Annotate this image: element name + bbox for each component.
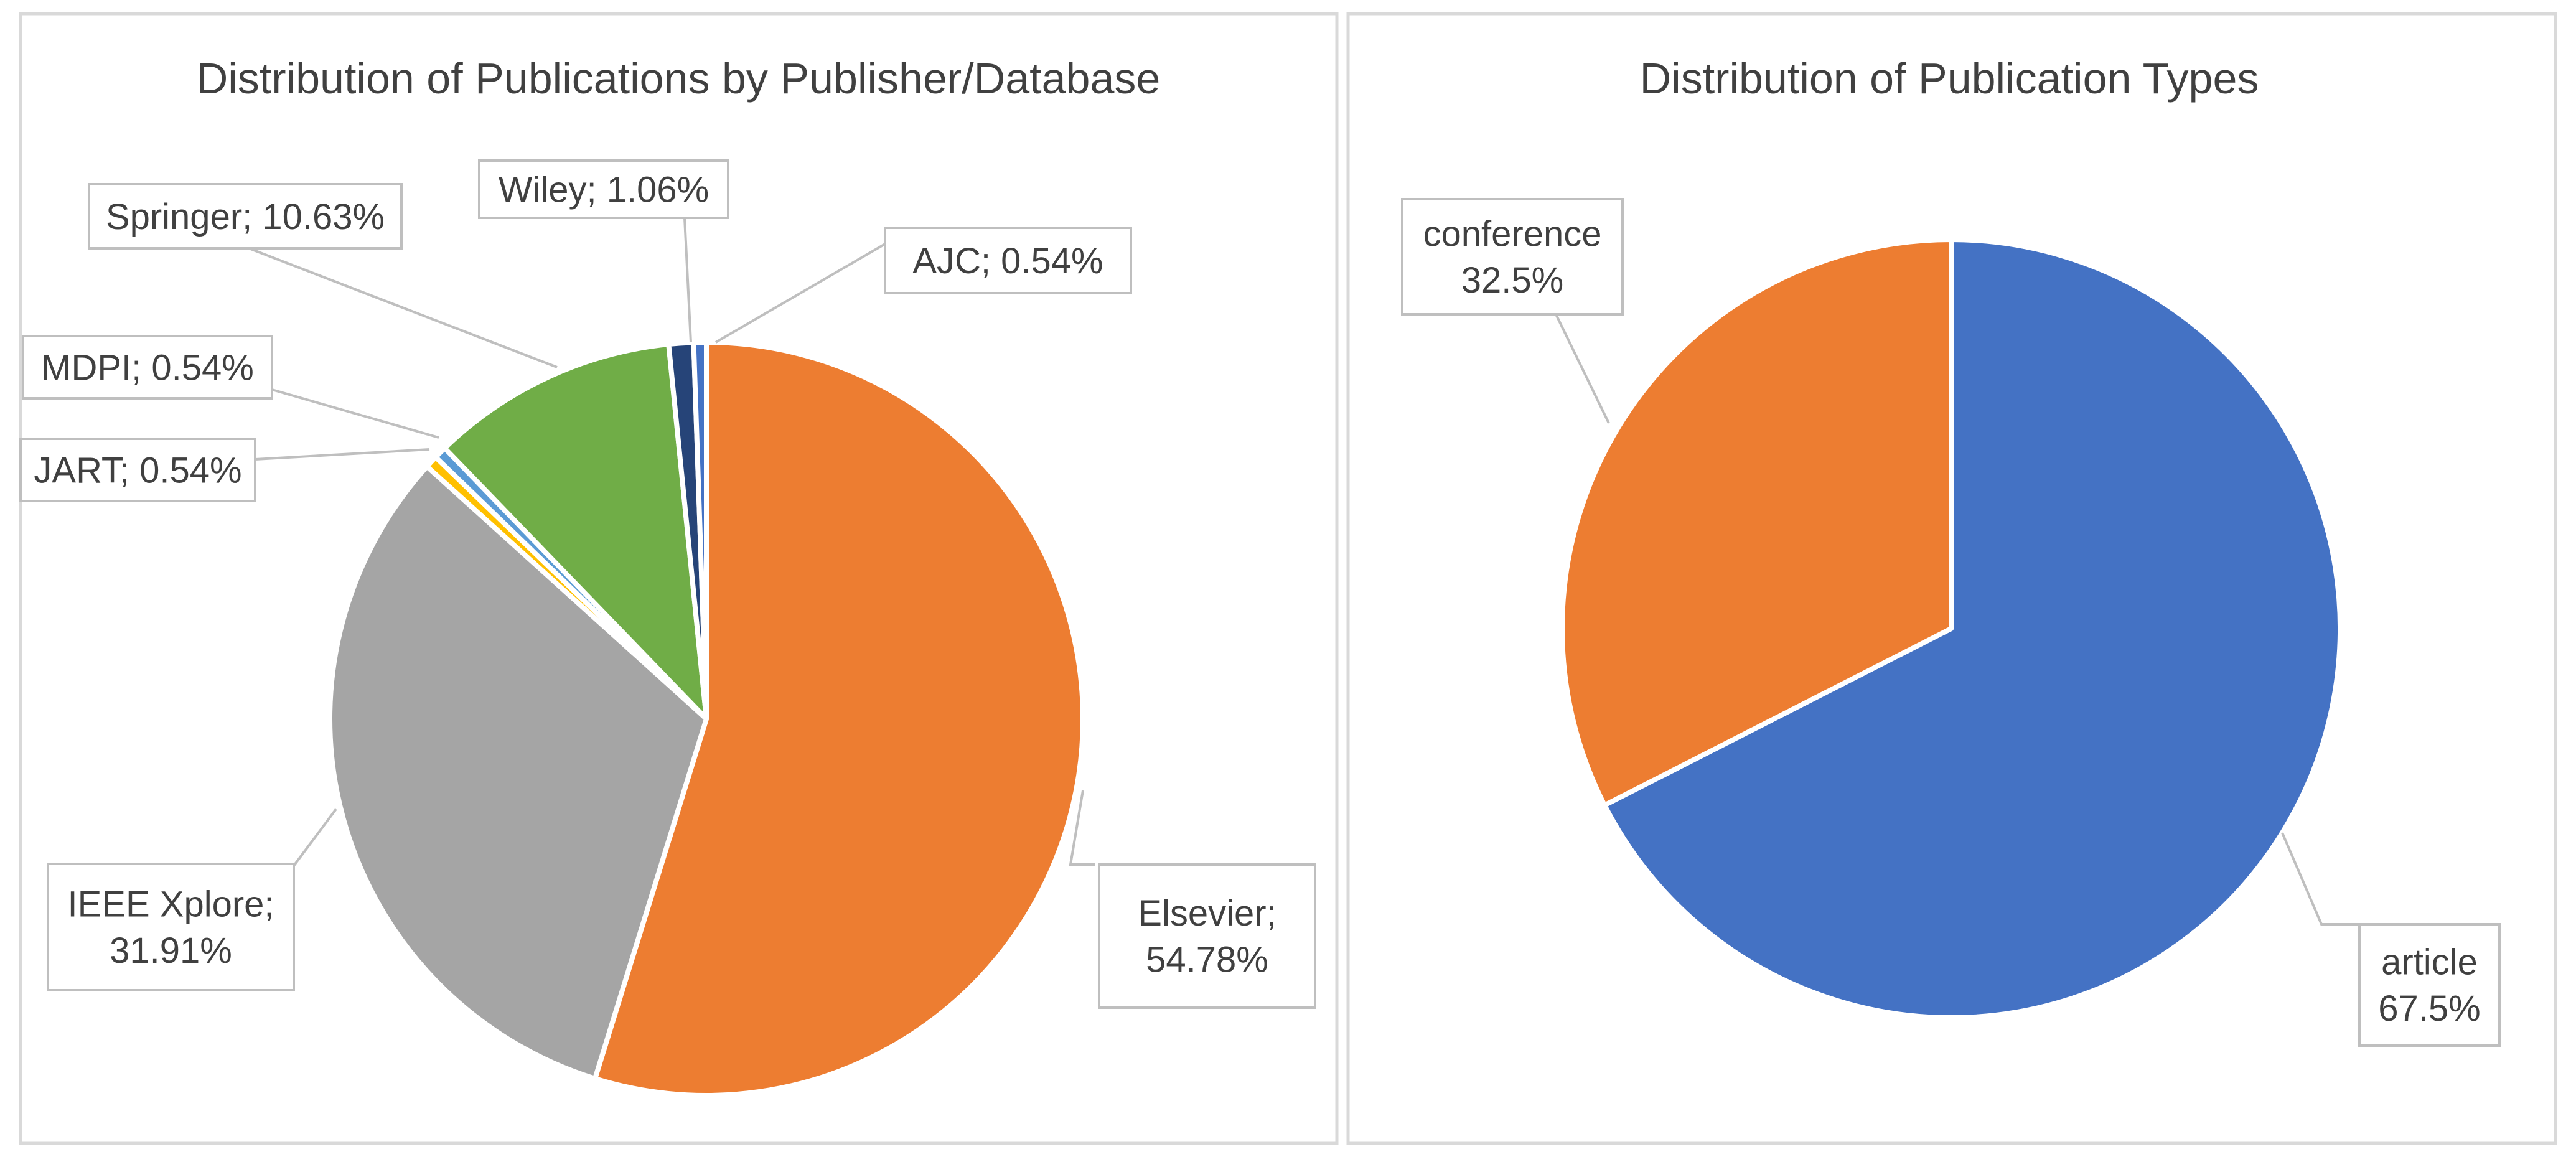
pie-slice-elsevier: [592, 340, 1085, 1098]
data-label-elsevier: 54.78%: [1146, 939, 1268, 980]
data-label-conference: 32.5%: [1461, 260, 1563, 301]
leader-line-springer: [248, 247, 558, 368]
data-label-article: 67.5%: [2378, 988, 2480, 1029]
chart-types-title: Distribution of Publication Types: [1640, 54, 2259, 103]
data-label-box-article: [2358, 923, 2501, 1047]
data-label-mdpi: MDPI; 0.54%: [41, 347, 254, 388]
pie-slice-springer: [442, 342, 709, 721]
data-label-box-elsevier: [1098, 863, 1316, 1009]
data-label-jart: JART; 0.54%: [34, 450, 241, 490]
chart-types-slices: [1560, 237, 2343, 1020]
data-label-box-mdpi: [22, 335, 273, 400]
leader-line-article: [2281, 832, 2359, 926]
chart-publishers-slices: [327, 340, 1085, 1098]
pie-slice-conference: [1560, 237, 1954, 808]
leader-line-wiley: [683, 217, 692, 343]
chart-types-labels: article 67.5% conference 32.5%: [1401, 198, 2501, 1047]
leader-line-ajc: [714, 243, 886, 344]
data-label-box-jart: [19, 438, 256, 502]
data-label-box-ajc: [884, 227, 1132, 294]
chart-publishers: Distribution of Publications by Publishe…: [19, 12, 1339, 1145]
pie-slice-article: [1602, 237, 2343, 1020]
chart-types: Distribution of Publication Types articl…: [1346, 12, 2557, 1145]
data-label-box-ieee-xplore: [47, 863, 295, 991]
data-label-ieee-xplore: IEEE Xplore;: [67, 884, 274, 925]
pie-slice-ieee-xplore: [327, 464, 709, 1081]
leader-line-elsevier: [1069, 790, 1095, 866]
data-label-box-conference: [1401, 198, 1624, 316]
chart-publishers-labels: Elsevier; 54.78% IEEE Xplore; 31.91% JART; 0…: [19, 159, 1316, 1009]
data-label-box-springer: [88, 183, 403, 250]
leader-line-jart: [255, 448, 430, 461]
data-label-ieee-xplore: 31.91%: [110, 930, 232, 971]
data-label-wiley: Wiley; 1.06%: [499, 169, 709, 210]
data-label-elsevier: Elsevier;: [1138, 893, 1276, 934]
pie-slice-ajc: [691, 340, 709, 721]
leader-line-ieee-xplore: [293, 808, 337, 867]
data-label-article: article: [2381, 942, 2478, 983]
data-label-ajc: AJC; 0.54%: [912, 241, 1103, 281]
data-label-springer: Springer; 10.63%: [106, 197, 385, 237]
leader-line-mdpi: [271, 388, 439, 439]
data-label-box-wiley: [478, 159, 729, 219]
chart-publishers-title: Distribution of Publications by Publishe…: [197, 54, 1161, 103]
data-label-conference: conference: [1423, 214, 1602, 255]
